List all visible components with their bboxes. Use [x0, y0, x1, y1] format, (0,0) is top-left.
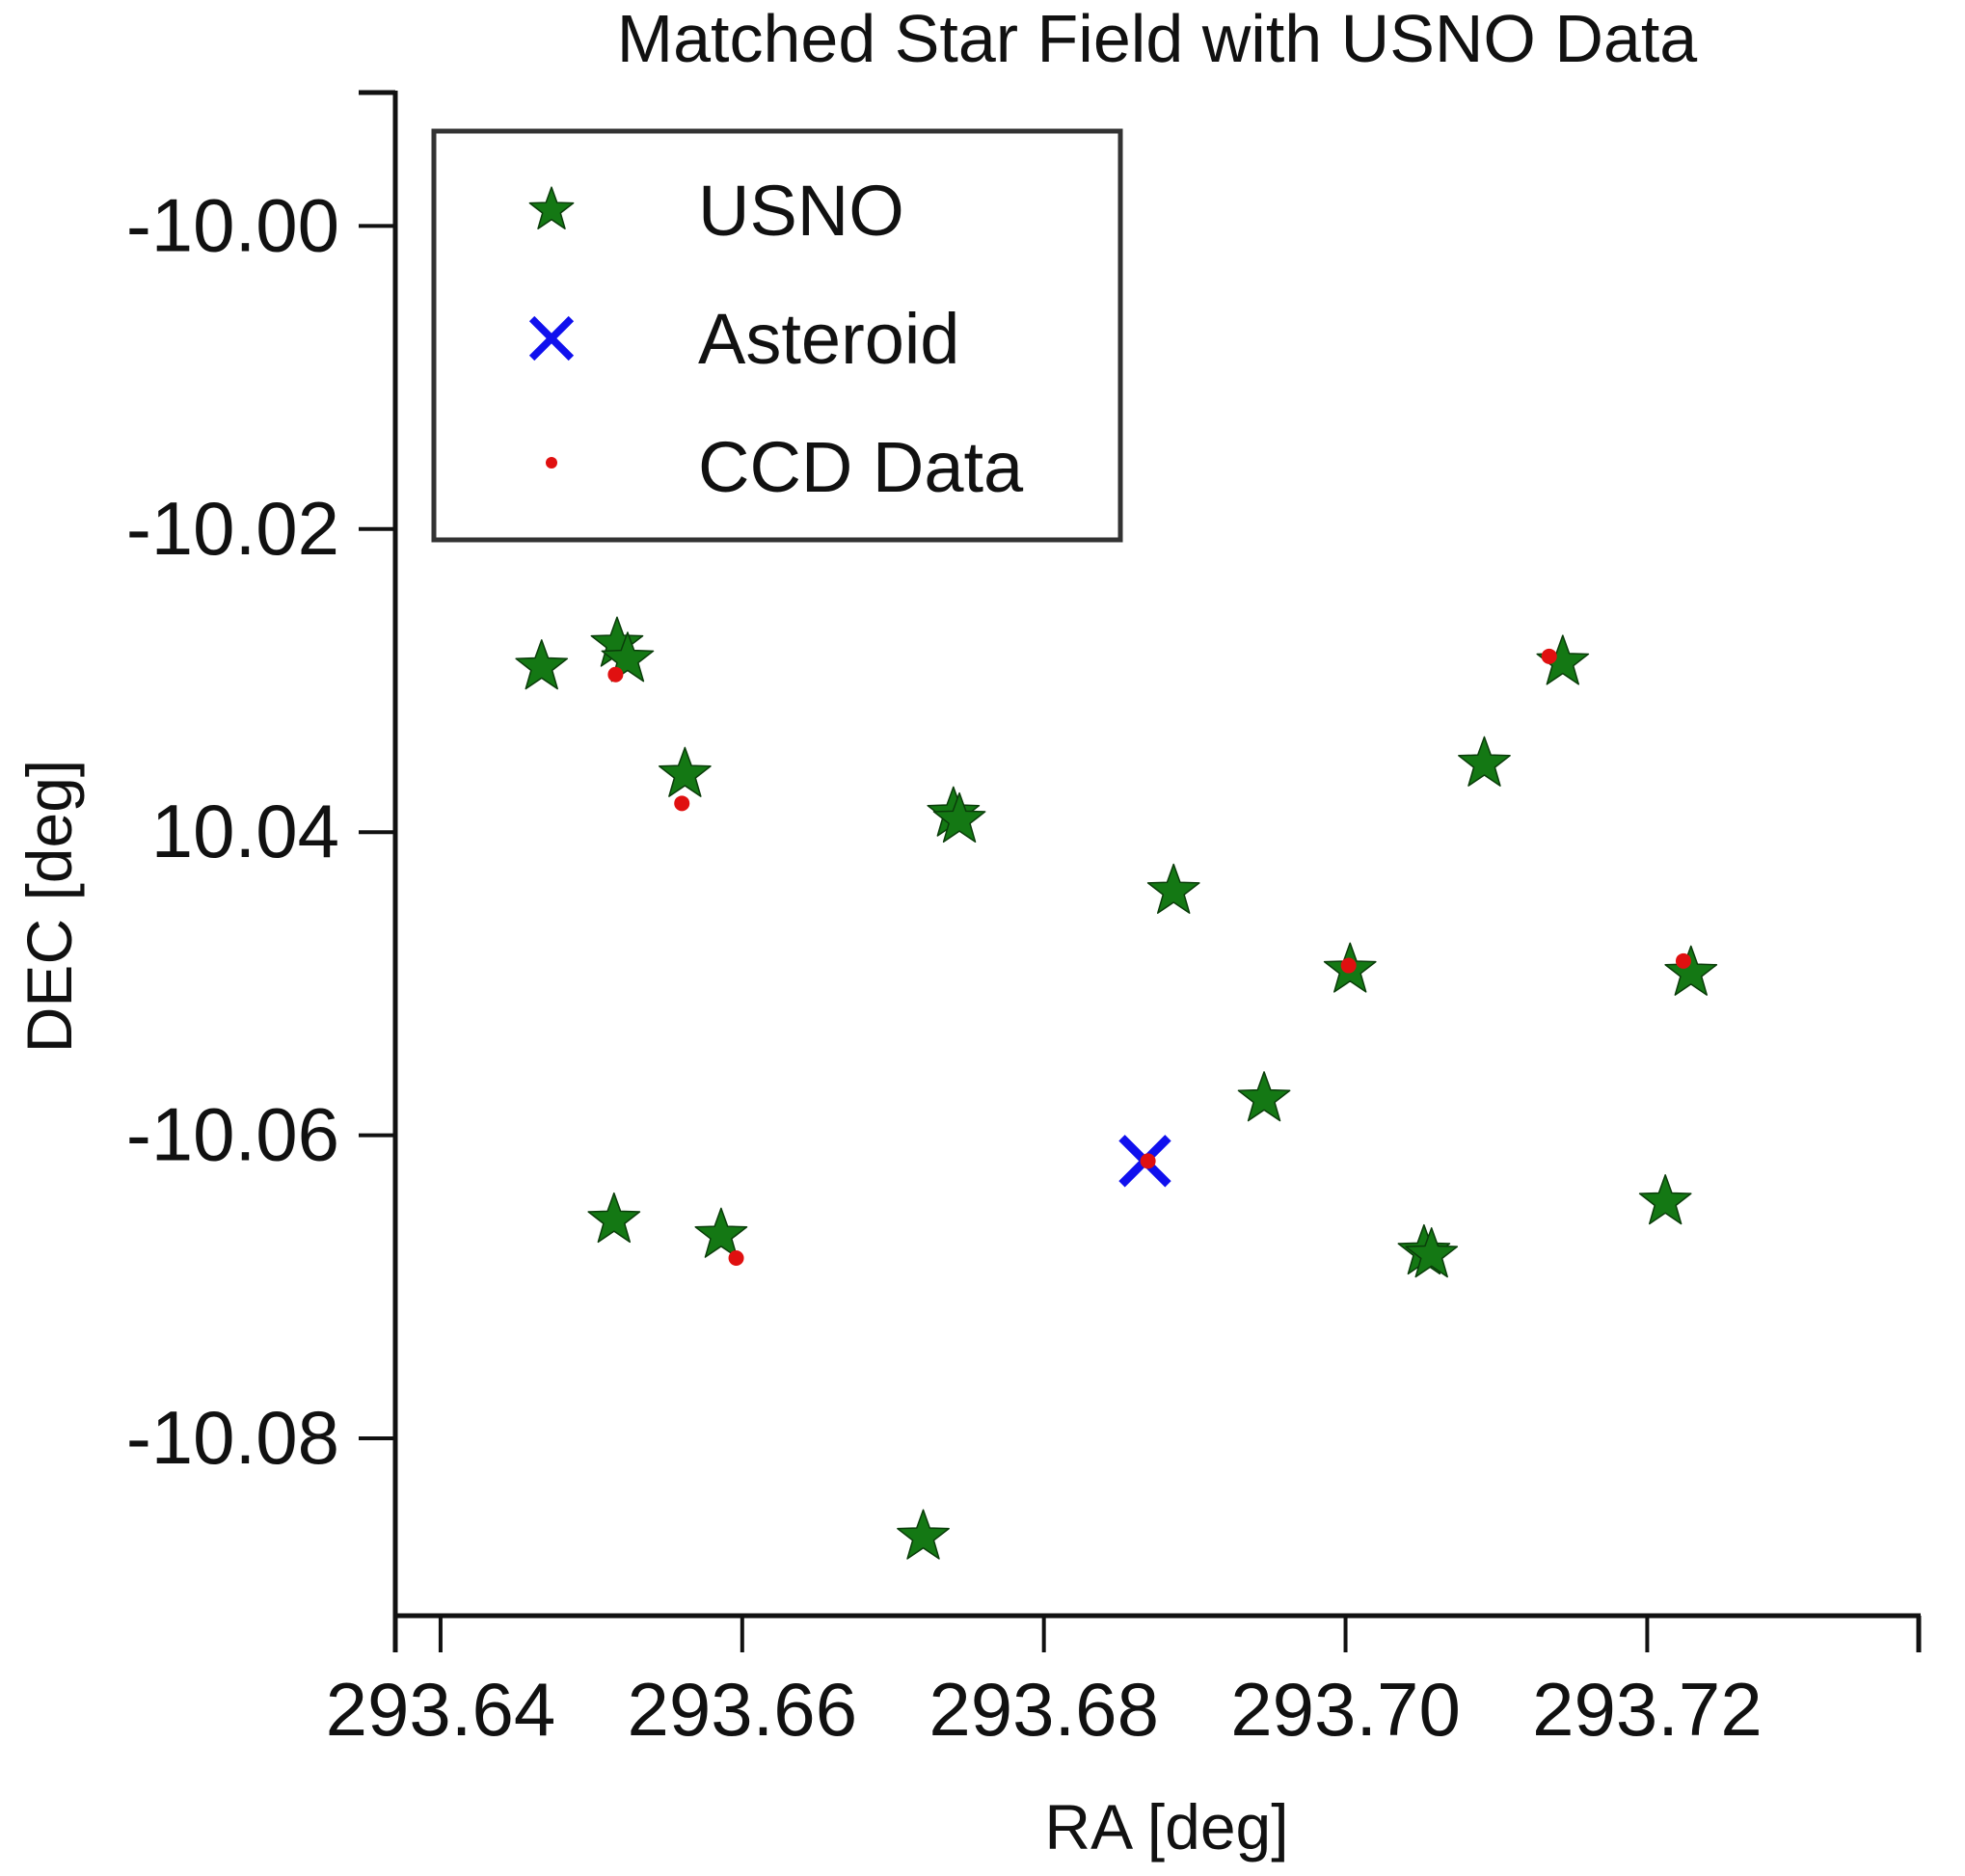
usno-point-6 — [897, 1509, 950, 1560]
plot-area — [515, 616, 1718, 1560]
y-axis-ticks: -10.00 -10.02 10.04 -10.06 -10.08 — [126, 182, 395, 1480]
legend-marker-usno — [528, 186, 575, 229]
ccd-data-point-3 — [1140, 1153, 1156, 1169]
ccd-data-point-6 — [1675, 952, 1691, 969]
usno-point-16 — [1638, 1174, 1692, 1225]
ccd-data-point-0 — [607, 666, 624, 683]
legend-marker-asteroid — [528, 315, 575, 362]
usno-point-3 — [658, 746, 712, 797]
ccd-data-point-5 — [1541, 648, 1557, 664]
chart-title: Matched Star Field with USNO Data — [617, 1, 1697, 76]
usno-point-5 — [587, 1192, 641, 1244]
x-axis-label: RA [deg] — [1044, 1791, 1288, 1863]
usno-point-10 — [1237, 1071, 1291, 1122]
ccd-data-point-1 — [674, 795, 690, 812]
usno-point-17 — [1664, 945, 1718, 996]
y-tick-label-1: -10.02 — [126, 486, 339, 571]
usno-point-13 — [1405, 1227, 1459, 1278]
x-tick-label-3: 293.70 — [1230, 1667, 1461, 1752]
usno-point-9 — [1146, 863, 1200, 914]
y-tick-label-2: 10.04 — [151, 789, 339, 873]
ccd-data-point-2 — [728, 1249, 744, 1266]
usno-point-8 — [932, 791, 986, 844]
legend-markers — [528, 186, 575, 469]
legend-label-asteroid: Asteroid — [698, 299, 959, 379]
x-axis-ticks: 293.64 293.66 293.68 293.70 293.72 — [326, 1616, 1763, 1752]
y-tick-label-3: -10.06 — [126, 1092, 339, 1177]
ccd-data-point-4 — [1340, 957, 1357, 974]
y-axis-label: DEC [deg] — [13, 760, 85, 1053]
x-tick-label-0: 293.64 — [326, 1667, 556, 1752]
usno-point-2 — [601, 631, 655, 683]
usno-point-14 — [1458, 736, 1511, 787]
legend: USNO Asteroid CCD Data — [431, 128, 1123, 543]
usno-point-4 — [694, 1207, 748, 1258]
legend-label-usno: USNO — [698, 171, 904, 251]
legend-marker-asteroid-stroke-b — [528, 315, 575, 362]
y-tick-label-0: -10.00 — [126, 182, 339, 267]
y-tick-label-4: -10.08 — [126, 1395, 339, 1480]
x-tick-label-4: 293.72 — [1532, 1667, 1763, 1752]
usno-point-0 — [515, 639, 569, 690]
legend-label-ccd-data: CCD Data — [698, 427, 1024, 507]
x-tick-label-1: 293.66 — [628, 1667, 858, 1752]
legend-marker-ccd-data — [546, 457, 557, 469]
x-tick-label-2: 293.68 — [929, 1667, 1159, 1752]
